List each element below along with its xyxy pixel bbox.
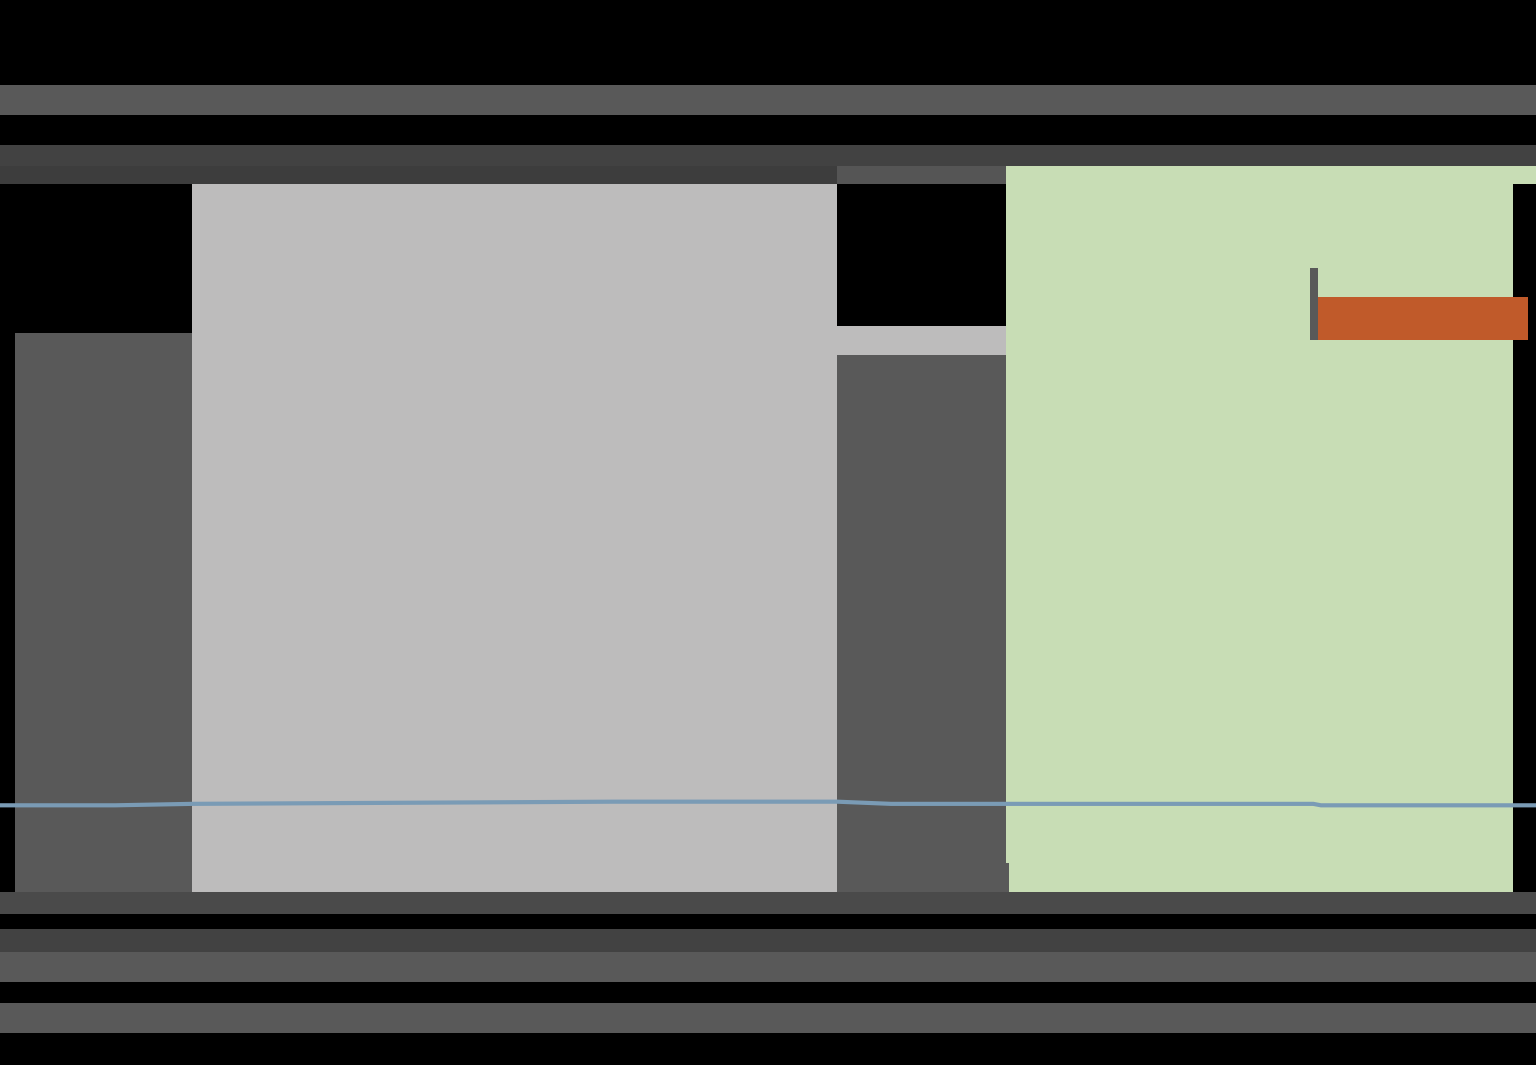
Bar — [1310, 267, 1318, 341]
Bar — [192, 184, 837, 892]
Bar — [0, 166, 837, 184]
Bar — [15, 333, 192, 892]
Bar — [1006, 184, 1513, 892]
Bar — [837, 166, 1006, 184]
Bar — [837, 355, 1006, 892]
Bar — [1006, 166, 1536, 184]
Bar — [1006, 864, 1009, 892]
Bar — [837, 326, 1006, 355]
Bar — [1313, 297, 1528, 341]
